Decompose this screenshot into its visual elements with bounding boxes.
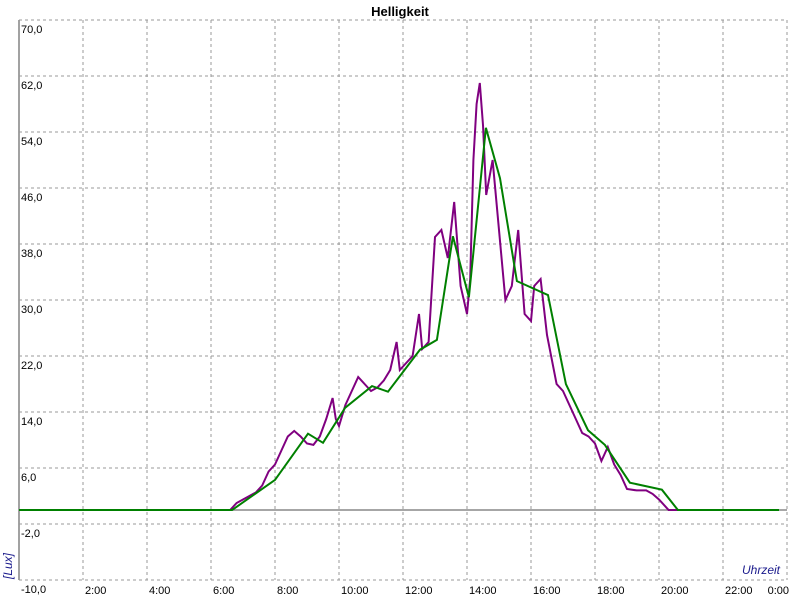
y-tick-label: -2,0 [21, 528, 40, 540]
y-tick-label: 46,0 [21, 192, 42, 204]
y-axis-label: [Lux] [1, 552, 15, 580]
y-tick-label: 22,0 [21, 360, 42, 372]
x-tick-label: 2:00 [85, 585, 106, 597]
y-tick-label: 14,0 [21, 416, 42, 428]
x-tick-label: 14:00 [469, 585, 497, 597]
x-tick-label: 8:00 [277, 585, 298, 597]
y-tick-label: 54,0 [21, 136, 42, 148]
x-tick-label: 16:00 [533, 585, 561, 597]
series-line [19, 82, 779, 511]
y-tick-label: 30,0 [21, 304, 42, 316]
x-tick-label: 10:00 [341, 585, 369, 597]
x-tick-label: 4:00 [149, 585, 170, 597]
chart-title: Helligkeit [371, 4, 429, 19]
x-tick-label: 18:00 [597, 585, 625, 597]
x-axis-label: Uhrzeit [742, 563, 781, 577]
series-line [19, 127, 779, 511]
x-tick-label: 20:00 [661, 585, 689, 597]
y-tick-label: 70,0 [21, 24, 42, 36]
y-tick-label: 6,0 [21, 472, 36, 484]
y-tick-label: 62,0 [21, 80, 42, 92]
x-tick-label: 6:00 [213, 585, 234, 597]
x-tick-label: 22:00 [725, 585, 753, 597]
x-tick-label: 12:00 [405, 585, 433, 597]
y-tick-label: 38,0 [21, 248, 42, 260]
x-tick-label: 0:00 [768, 585, 789, 597]
y-tick-label: -10,0 [21, 584, 46, 596]
